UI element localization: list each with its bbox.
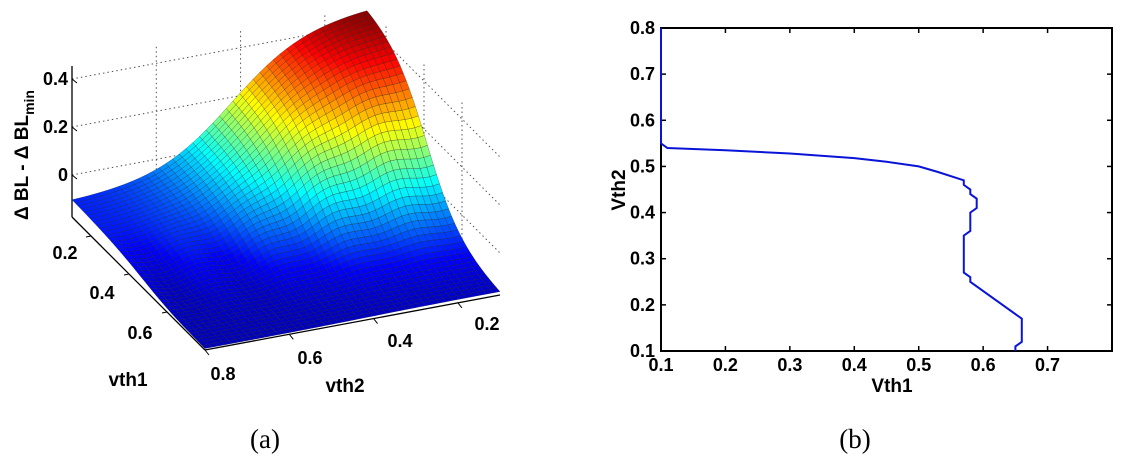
vth2-tick bbox=[457, 302, 463, 309]
y-tick-label: 0.4 bbox=[630, 203, 655, 223]
y-axis-label: Vth2 bbox=[609, 169, 630, 210]
z-tick bbox=[71, 174, 78, 180]
vth2-tick bbox=[204, 349, 210, 356]
y-tick-label: 0.7 bbox=[630, 64, 655, 84]
vth1-tick-label: 0.6 bbox=[127, 323, 152, 343]
y-tick-label: 0.2 bbox=[630, 295, 655, 315]
vth2-tick-label: 0.4 bbox=[387, 331, 412, 351]
z-tick-label: 0.2 bbox=[43, 117, 68, 137]
x-tick-label: 0.1 bbox=[648, 355, 673, 375]
y-tick-label: 0.1 bbox=[630, 341, 655, 361]
y-tick-label: 0.8 bbox=[630, 18, 655, 38]
z-label-sub: min bbox=[21, 90, 37, 115]
vth2-tick-label: 0.2 bbox=[474, 314, 499, 334]
vth2-tick-label: 0.8 bbox=[210, 364, 235, 384]
x-tick-label: 0.7 bbox=[1035, 355, 1060, 375]
vth1-tick bbox=[123, 273, 130, 276]
z-tick bbox=[71, 126, 78, 132]
vth2-axis-label: vth2 bbox=[325, 376, 364, 397]
z-tick-label: 0 bbox=[58, 165, 68, 185]
vth2-tick-label: 0.6 bbox=[297, 348, 322, 368]
surface-patch bbox=[201, 344, 213, 349]
contour-line bbox=[660, 28, 1023, 351]
y-tick-label: 0.3 bbox=[630, 249, 655, 269]
contour-plot: 0.1 0.2 0.3 0.4 0.5 0.6 0.7 0.1 0.2 0.3 0.4 0.5 0.6 0… bbox=[609, 18, 1113, 454]
z-tick bbox=[71, 78, 78, 84]
vth1-tick bbox=[161, 311, 168, 314]
vth1-tick bbox=[85, 235, 92, 238]
x-tick-label: 0.2 bbox=[713, 355, 738, 375]
svg-text:Δ BL - Δ BLmin: Δ BL - Δ BLmin bbox=[12, 90, 37, 220]
surface-ticks bbox=[71, 78, 463, 356]
grid-line bbox=[71, 71, 501, 206]
z-axis-label: Δ BL - Δ BLmin bbox=[12, 90, 37, 220]
vth1-tick-label: 0.4 bbox=[89, 283, 114, 303]
x-axis-label: Vth1 bbox=[871, 376, 913, 397]
y-tick-label: 0.6 bbox=[630, 110, 655, 130]
plot-frame bbox=[660, 27, 1113, 352]
x-tick-label: 0.3 bbox=[777, 355, 802, 375]
axis-ticks: 0.1 0.2 0.3 0.4 0.5 0.6 0.7 0.1 0.2 0.3 0.4 0.5 0.6 0… bbox=[630, 18, 1112, 375]
grid-line bbox=[71, 23, 501, 158]
vth1-axis-line bbox=[71, 216, 206, 351]
grid-line bbox=[71, 119, 501, 254]
x-tick-label: 0.4 bbox=[842, 355, 867, 375]
vth1-axis-label: vth1 bbox=[108, 370, 148, 391]
surface-plot: 0 0.2 0.4 0.2 0.4 0.6 0.8 0.6 0.4 0.2 vt… bbox=[12, 10, 501, 454]
caption-a: (a) bbox=[250, 424, 280, 454]
vth2-axis-line bbox=[204, 294, 501, 351]
caption-b: (b) bbox=[839, 424, 870, 454]
vth2-tick bbox=[288, 333, 294, 340]
x-tick-label: 0.6 bbox=[971, 355, 996, 375]
x-tick-label: 0.5 bbox=[906, 355, 931, 375]
z-tick-label: 0.4 bbox=[43, 69, 68, 89]
surface-mesh bbox=[71, 10, 501, 349]
vth1-tick-label: 0.2 bbox=[52, 243, 77, 263]
z-label-main: Δ BL - Δ BL bbox=[12, 115, 33, 220]
vth2-tick bbox=[373, 318, 378, 324]
y-tick-label: 0.5 bbox=[630, 156, 655, 176]
